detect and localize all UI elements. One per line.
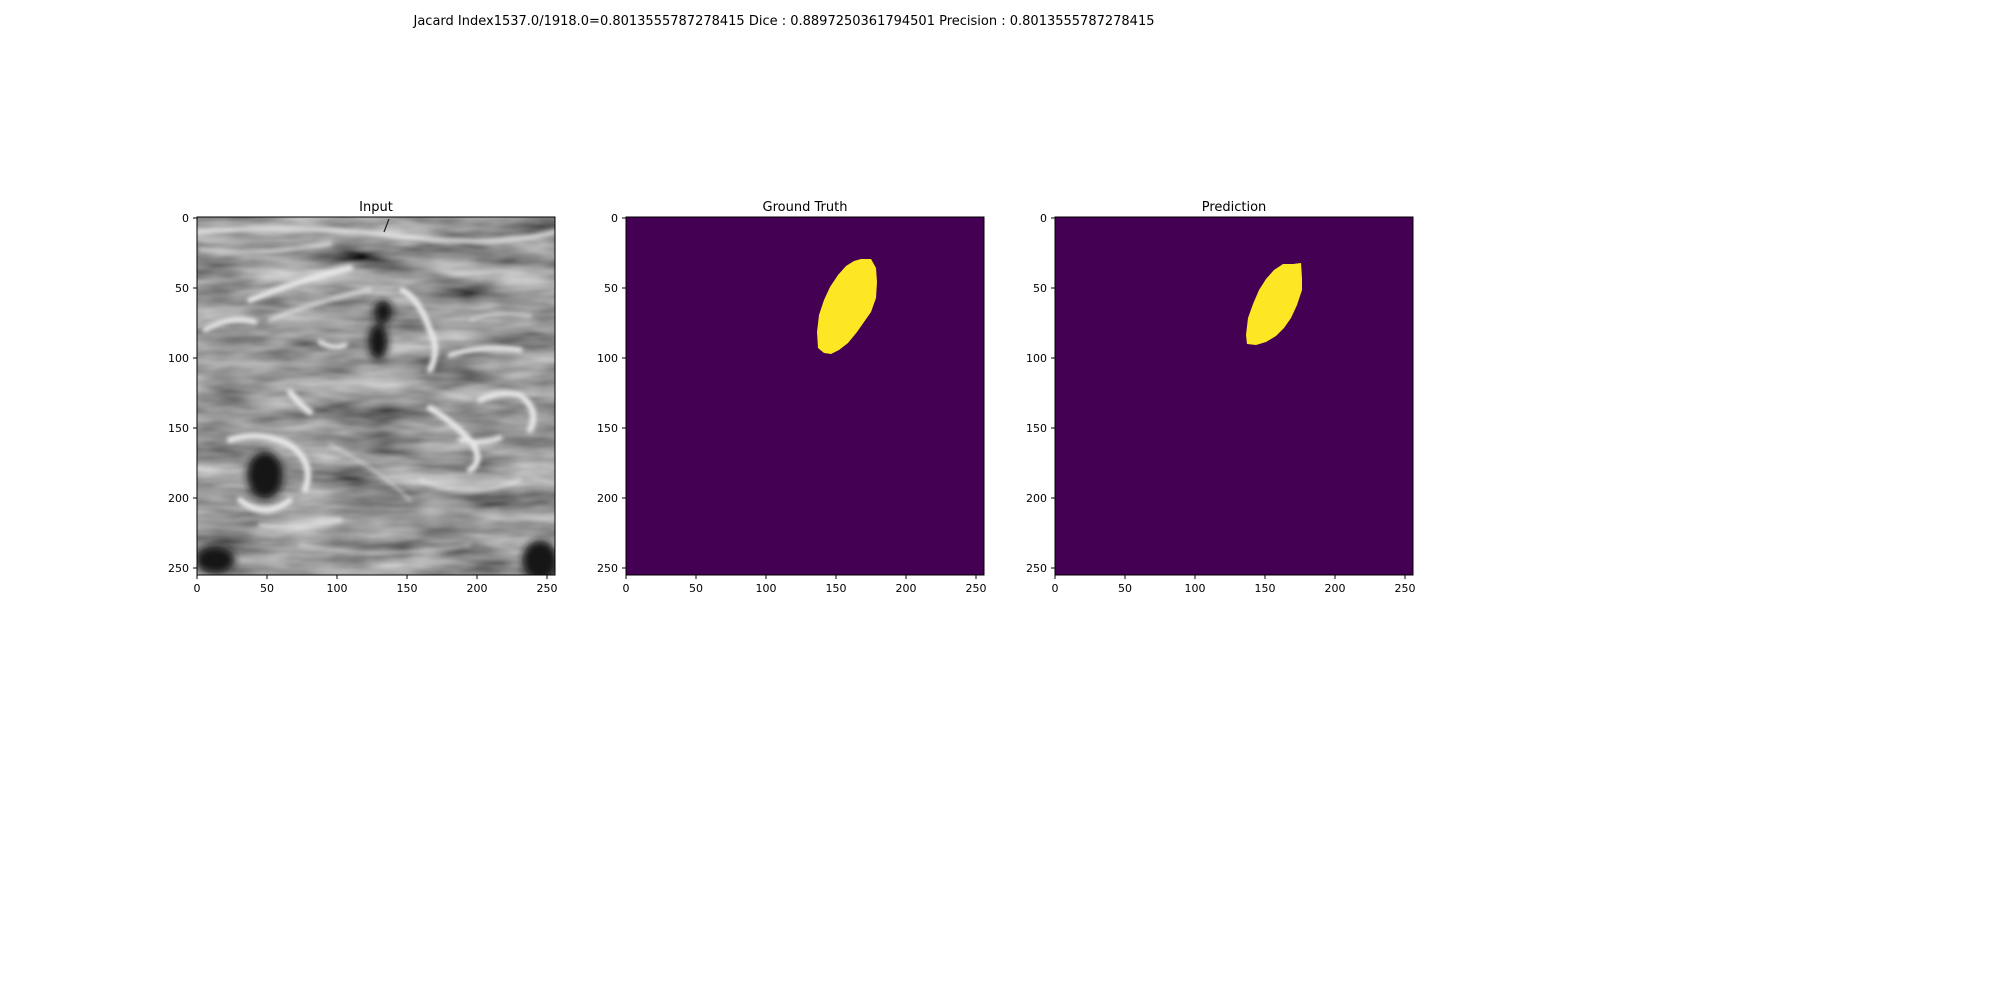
x-axis: 0 50 100 150 200 250: [194, 575, 558, 595]
x-tick-label: 250: [537, 582, 558, 595]
x-tick-label: 150: [826, 582, 847, 595]
y-tick-label: 50: [604, 282, 618, 295]
y-axis: 0 50 100 150 200 250: [1026, 212, 1055, 575]
x-tick-label: 50: [260, 582, 274, 595]
mask-region: [817, 259, 877, 354]
y-tick-label: 50: [175, 282, 189, 295]
ultrasound-image: [197, 217, 555, 575]
y-tick-label: 0: [182, 212, 189, 225]
axes-frame: [625, 216, 985, 576]
x-tick-label: 0: [1052, 582, 1059, 595]
x-axis: 0 50 100 150 200 250: [623, 575, 987, 595]
axes-frame: [196, 216, 556, 576]
axes-frame: [1054, 216, 1414, 576]
y-tick-label: 200: [1026, 492, 1047, 505]
x-tick-label: 150: [1255, 582, 1276, 595]
x-tick-label: 200: [1325, 582, 1346, 595]
x-axis: 0 50 100 150 200 250: [1052, 575, 1416, 595]
panel-ground-truth: Ground Truth 0 50 100 150 200 250 0 50: [597, 200, 987, 595]
x-tick-label: 100: [1185, 582, 1206, 595]
x-tick-label: 150: [397, 582, 418, 595]
y-tick-label: 100: [1026, 352, 1047, 365]
x-tick-label: 0: [623, 582, 630, 595]
y-tick-label: 100: [597, 352, 618, 365]
figure: Jacard Index1537.0/1918.0=0.801355578727…: [168, 14, 1416, 595]
mask-background: [626, 217, 984, 575]
y-tick-label: 250: [597, 562, 618, 575]
y-tick-label: 200: [168, 492, 189, 505]
y-tick-label: 250: [168, 562, 189, 575]
mask-background: [1055, 217, 1413, 575]
x-tick-label: 250: [1395, 582, 1416, 595]
y-tick-label: 50: [1033, 282, 1047, 295]
y-tick-label: 150: [1026, 422, 1047, 435]
y-tick-label: 150: [597, 422, 618, 435]
panel-input: Input: [168, 200, 558, 595]
y-tick-label: 250: [1026, 562, 1047, 575]
x-tick-label: 200: [467, 582, 488, 595]
panel-title: Prediction: [1202, 200, 1267, 215]
y-tick-label: 200: [597, 492, 618, 505]
y-tick-label: 0: [1040, 212, 1047, 225]
figure-suptitle: Jacard Index1537.0/1918.0=0.801355578727…: [413, 14, 1155, 29]
panel-title: Ground Truth: [763, 200, 848, 215]
x-tick-label: 0: [194, 582, 201, 595]
x-tick-label: 100: [756, 582, 777, 595]
panel-prediction: Prediction 0 50 100 150 200 250 0 50: [1026, 200, 1416, 595]
x-tick-label: 250: [966, 582, 987, 595]
x-tick-label: 200: [896, 582, 917, 595]
y-tick-label: 150: [168, 422, 189, 435]
y-tick-label: 100: [168, 352, 189, 365]
y-axis: 0 50 100 150 200 250: [597, 212, 626, 575]
y-axis: 0 50 100 150 200 250: [168, 212, 197, 575]
y-tick-label: 0: [611, 212, 618, 225]
panel-title: Input: [359, 200, 393, 215]
x-tick-label: 50: [689, 582, 703, 595]
mask-region: [1246, 263, 1302, 345]
x-tick-label: 50: [1118, 582, 1132, 595]
x-tick-label: 100: [327, 582, 348, 595]
